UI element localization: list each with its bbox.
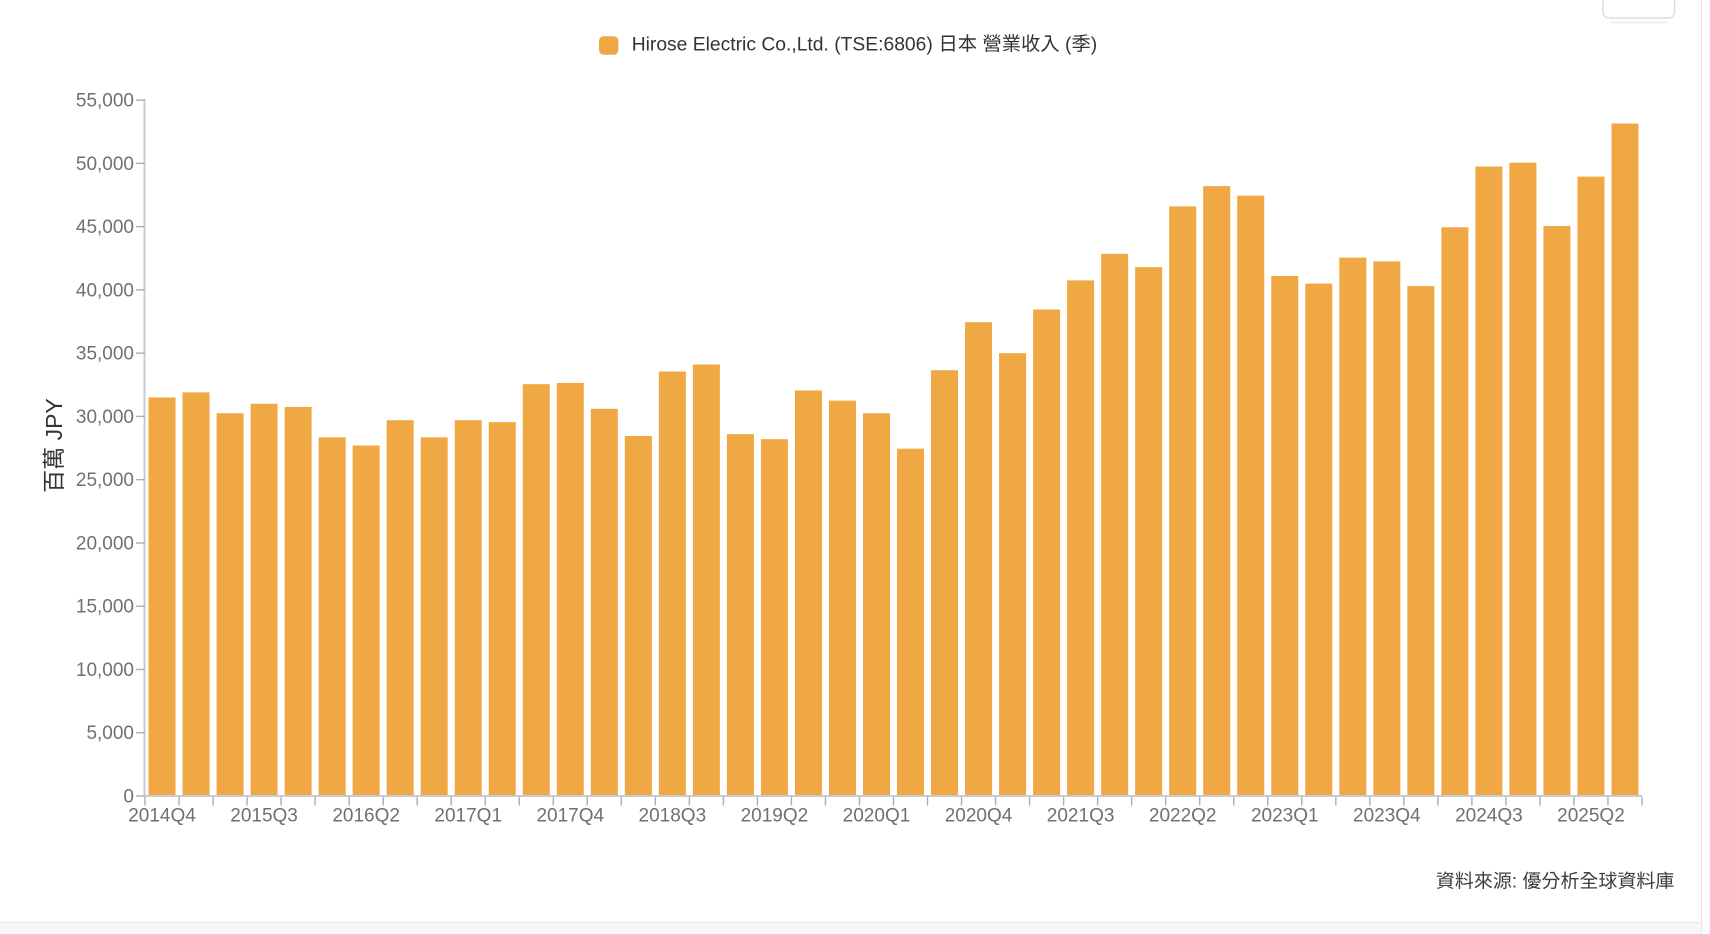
svg-text:2023Q1: 2023Q1 [1251, 806, 1319, 827]
svg-text:45,000: 45,000 [76, 217, 134, 238]
svg-text:0: 0 [123, 786, 134, 807]
svg-text:20,000: 20,000 [76, 533, 134, 554]
svg-text:2018Q3: 2018Q3 [639, 806, 707, 827]
svg-text:5,000: 5,000 [86, 723, 134, 744]
svg-text:30,000: 30,000 [76, 407, 134, 428]
svg-text:2015Q3: 2015Q3 [230, 806, 298, 827]
svg-text:(: ( [1065, 34, 1072, 55]
svg-text:2017Q1: 2017Q1 [434, 806, 502, 827]
svg-text:25,000: 25,000 [76, 470, 134, 491]
svg-text:2019Q2: 2019Q2 [741, 806, 809, 827]
svg-text:Hirose Electric Co.,Ltd. (TSE:: Hirose Electric Co.,Ltd. (TSE:6806) [632, 34, 933, 55]
svg-text:40,000: 40,000 [76, 280, 134, 301]
svg-text:2014Q4: 2014Q4 [128, 806, 196, 827]
svg-text:55,000: 55,000 [76, 91, 134, 112]
svg-text:2020Q4: 2020Q4 [945, 806, 1013, 827]
svg-text:2016Q2: 2016Q2 [332, 806, 400, 827]
svg-text:2020Q1: 2020Q1 [843, 806, 911, 827]
svg-text:2023Q4: 2023Q4 [1353, 806, 1421, 827]
svg-text:2025Q2: 2025Q2 [1557, 806, 1625, 827]
svg-text:50,000: 50,000 [76, 154, 134, 175]
svg-text:10,000: 10,000 [76, 660, 134, 681]
svg-text:JPY: JPY [41, 398, 67, 440]
svg-text:2022Q2: 2022Q2 [1149, 806, 1217, 827]
svg-text:2024Q3: 2024Q3 [1455, 806, 1523, 827]
svg-text::: : [1512, 872, 1517, 893]
svg-text:2017Q4: 2017Q4 [536, 806, 604, 827]
svg-text:15,000: 15,000 [76, 597, 134, 618]
svg-text:2021Q3: 2021Q3 [1047, 806, 1115, 827]
svg-text:): ) [1091, 34, 1097, 55]
svg-text:35,000: 35,000 [76, 344, 134, 365]
